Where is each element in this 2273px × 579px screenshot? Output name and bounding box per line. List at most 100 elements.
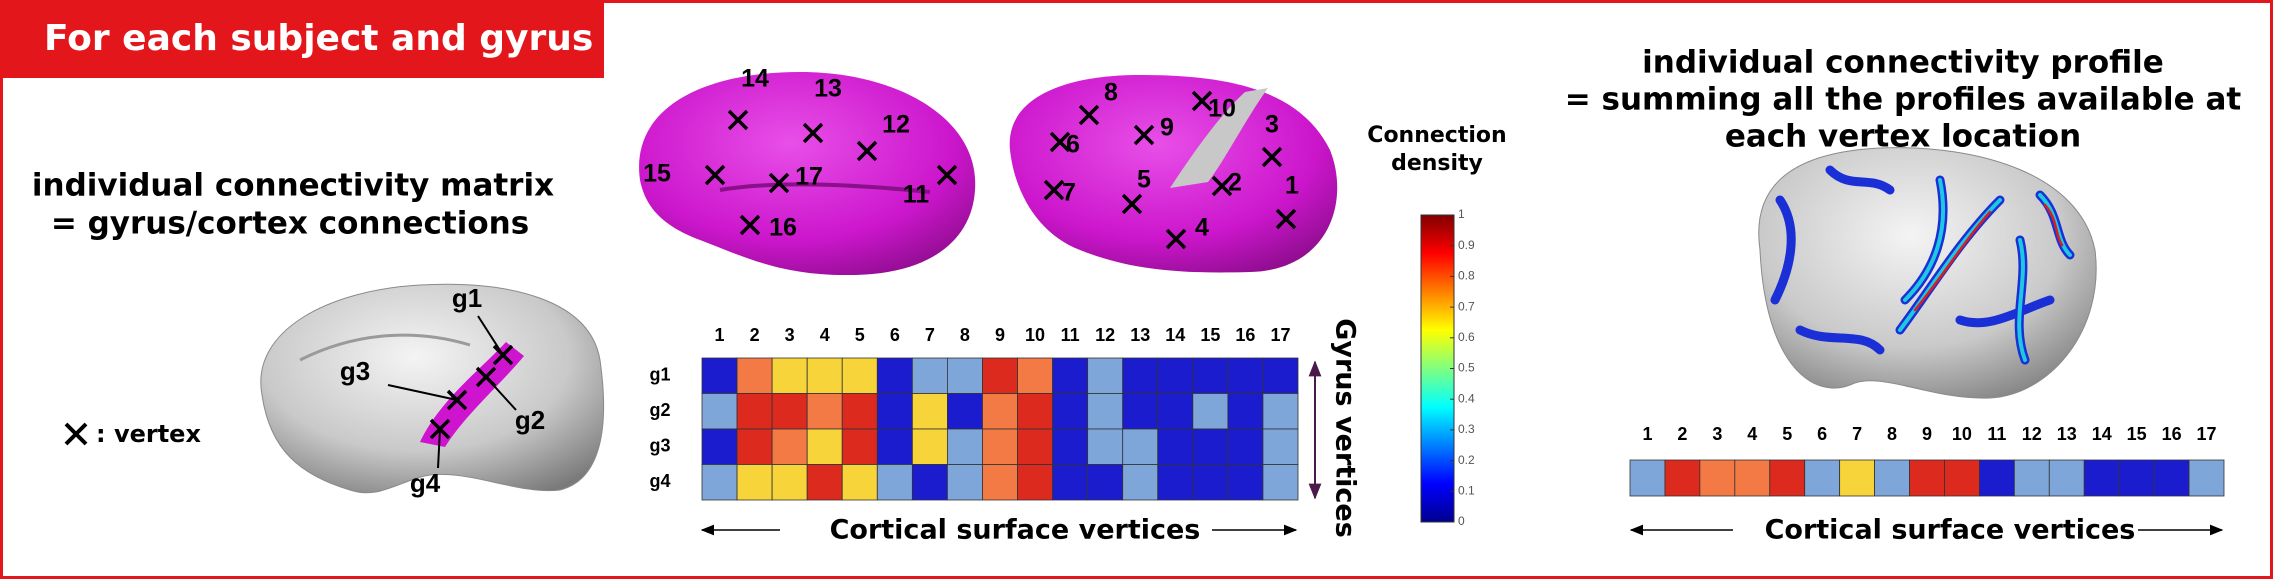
matrix-cell [911,464,948,501]
matrix-cell [841,393,878,430]
vertex-marker [856,140,878,162]
column-label: 12 [2022,424,2042,444]
column-label: 14 [1165,325,1185,345]
matrix-cell [701,357,738,394]
colorbar-tick-label: 0.7 [1458,299,1475,313]
vertex-symbol [64,422,88,446]
vertex-marker [446,389,468,411]
matrix-cell [1262,393,1299,430]
matrix-cell [1157,357,1194,394]
matrix-cell [1017,393,1053,430]
gyrus-label: g1 [452,283,482,313]
matrix-cell [701,428,738,465]
vertex-marker [1261,146,1283,168]
heading-line: = summing all the profiles available at [1565,82,2242,118]
vertex-label: 12 [882,111,910,139]
row-label: g4 [649,471,670,491]
gyrus-label: g3 [340,356,370,386]
matrix-cell [1227,393,1264,430]
matrix-cell [771,464,808,501]
profile-cell [1804,459,1841,497]
vertex-marker [936,164,958,186]
vertex-marker [1211,175,1233,197]
column-label: 17 [2197,424,2217,444]
matrix-cell [911,393,948,430]
vertex-label: 8 [1104,79,1118,107]
colorbar-tick-label: 0.5 [1458,361,1475,375]
matrix-cell [982,393,1018,430]
column-label: 3 [1712,424,1722,444]
profile-cell [2153,459,2190,497]
matrix-cell [982,464,1018,501]
column-label: 6 [1817,424,1827,444]
profile: 1 2 3 4 5 6 7 8 9 10 11 12 13 14 15 16 17 [1629,424,2225,497]
colorbar-tick-label: 0.2 [1458,453,1475,467]
gyrus-label: g4 [410,468,441,498]
matrix-cell [1157,464,1194,501]
matrix-cell [1087,464,1124,501]
brain [260,283,605,494]
column-label: 1 [715,325,725,345]
vertex-marker [1049,131,1071,153]
matrix-cell [806,393,843,430]
profile-cell [1699,459,1736,497]
column-label: 5 [855,325,865,345]
column-label: 15 [1200,325,1220,345]
vertex-label: 17 [795,163,823,191]
vertex-marker [704,164,726,186]
matrix-cell [982,428,1018,465]
matrix-cell [1192,393,1229,430]
profile-blobs [1770,165,2075,365]
column-label: 16 [1235,325,1255,345]
column-label: 3 [785,325,795,345]
matrix-cell [876,393,913,430]
matrix-cell [1157,428,1194,465]
vertex-marker [1133,124,1155,146]
column-label: 5 [1782,424,1792,444]
vertex-marker [429,418,451,440]
matrix-cell [1262,357,1299,394]
vertex-label: 9 [1160,114,1174,142]
profile-cell [2188,459,2225,497]
profile-cell [2118,459,2155,497]
vertex-label: 6 [1066,131,1080,159]
vertex-label: 5 [1137,166,1151,194]
matrix-cell [736,357,773,394]
matrix-cell [1052,393,1089,430]
matrix-cell [736,464,773,501]
row-label: g3 [649,436,670,456]
axis-label: Cortical surface vertices [830,515,1201,546]
column-label: 4 [1747,424,1757,444]
column-label: 7 [925,325,935,345]
matrix-cell [1087,393,1124,430]
matrix-cell [771,428,808,465]
profile-cell [2083,459,2120,497]
vertex-label: 11 [903,181,930,209]
vertex-label: 15 [643,160,671,188]
vertex-label: 4 [1195,214,1209,242]
sulcus [299,333,471,362]
column-label: 13 [2057,424,2077,444]
vertex-label: 16 [769,214,797,242]
vertex-marker [802,122,824,144]
vertex-label: 1 [1285,172,1299,200]
matrix-cell [806,357,843,394]
colorbar-tick-label: 0.1 [1458,483,1475,497]
matrix-cell [1192,428,1229,465]
profile-cell [1874,459,1910,497]
column-label: 11 [1061,325,1080,345]
column-label: 10 [1952,424,1972,444]
matrix-cell [911,357,948,394]
matrix-cell [736,428,773,465]
matrix-cell [1122,393,1159,430]
column-label: 4 [820,325,830,345]
matrix-cell [1017,428,1053,465]
matrix-cell [1087,428,1124,465]
vertex-label: 3 [1265,111,1279,139]
colorbar-title: Connection [1367,123,1506,148]
matrix-cell [1087,357,1124,394]
